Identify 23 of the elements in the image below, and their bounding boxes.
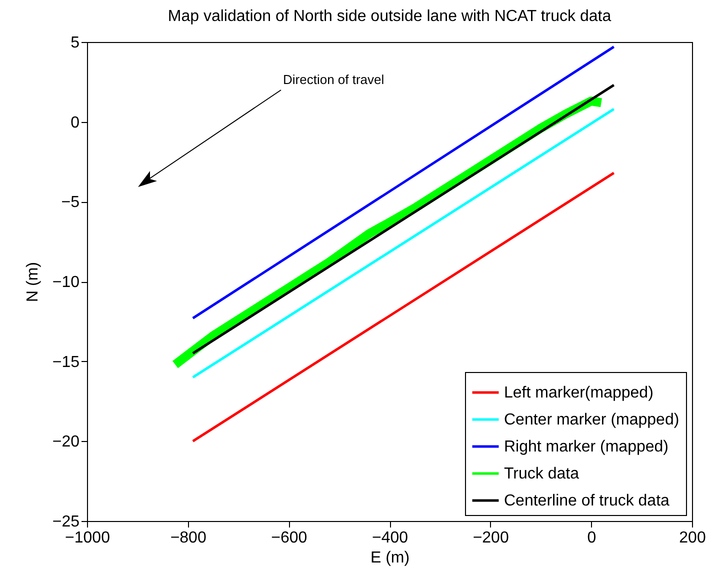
legend-label: Left marker(mapped): [504, 384, 654, 402]
y-tick-label: 5: [70, 34, 80, 52]
y-tick-label: −25: [52, 514, 80, 530]
legend-label: Right marker (mapped): [504, 438, 668, 456]
chart-title: Map validation of North side outside lane with NCAT truck data: [168, 8, 612, 25]
x-axis-title: E (m): [370, 550, 410, 566]
y-tick-label: −15: [52, 354, 80, 371]
x-tick-label: −600: [271, 530, 308, 546]
x-tick-label: −400: [372, 530, 408, 546]
annotation: Direction of travel: [283, 72, 384, 87]
legend-label: Center marker (mapped): [504, 412, 680, 428]
x-tick-label: 0: [587, 530, 596, 546]
y-tick-label: −10: [52, 274, 80, 291]
legend-label: Centerline of truck data: [504, 492, 670, 510]
x-tick-label: 200: [679, 530, 706, 546]
x-tick-label: −200: [472, 530, 509, 546]
legend-label: Truck data: [504, 466, 580, 482]
y-tick-label: −20: [52, 434, 80, 451]
y-tick-label: 0: [70, 114, 80, 132]
x-tick-label: −1000: [65, 530, 110, 546]
x-tick-label: −800: [170, 530, 206, 546]
y-axis-title: N (m): [24, 262, 42, 302]
y-tick-label: −5: [61, 194, 80, 212]
